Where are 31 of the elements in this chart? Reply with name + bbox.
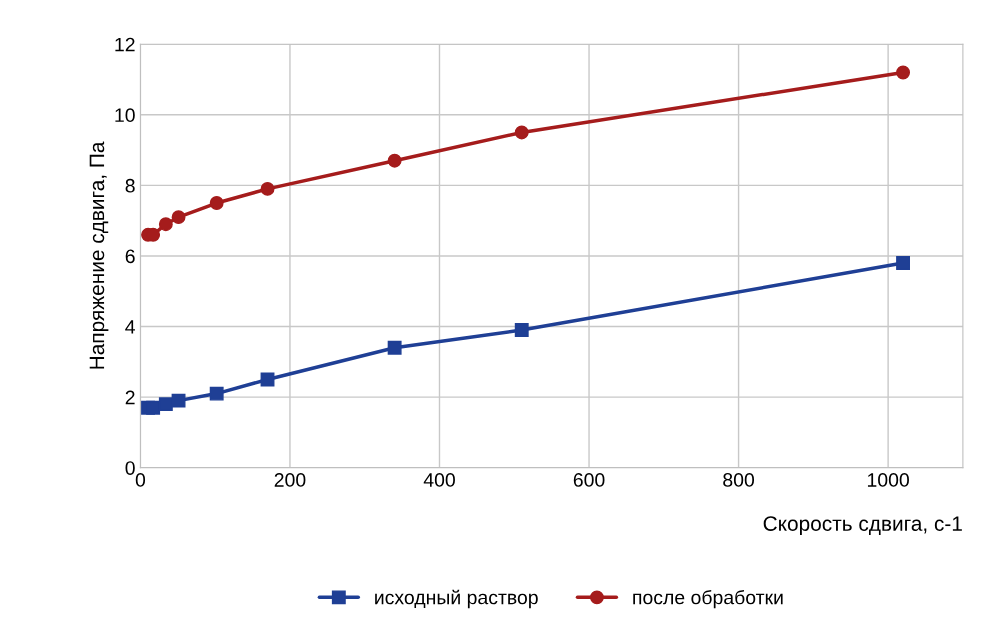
point <box>387 340 402 355</box>
point <box>209 196 224 210</box>
x-axis-title: Скорость сдвига, с-1 <box>763 516 962 536</box>
y-tick-label: 12 <box>115 37 135 52</box>
point <box>387 153 402 168</box>
legend-label: после обработки <box>633 589 783 609</box>
y-axis-title: Напряжение сдвига, Па <box>89 141 109 369</box>
y-tick-label: 10 <box>115 108 135 123</box>
point <box>171 210 186 225</box>
point <box>896 65 911 80</box>
y-tick-label: 6 <box>125 249 135 264</box>
y-tick-label: 2 <box>125 390 135 405</box>
point <box>896 256 911 270</box>
x-tick-label: 0 <box>135 473 146 487</box>
point <box>171 393 186 408</box>
x-tick-label: 400 <box>423 473 455 487</box>
point <box>514 323 529 338</box>
point <box>260 181 275 196</box>
point <box>146 400 161 415</box>
y-tick-label: 8 <box>125 178 135 193</box>
x-tick-label: 1000 <box>867 473 909 487</box>
point <box>514 125 529 140</box>
point <box>158 397 173 412</box>
y-tick-label: 4 <box>125 320 135 334</box>
point <box>158 217 173 232</box>
legend-label: исходный раствор <box>375 589 538 609</box>
point <box>209 386 224 401</box>
x-tick-label: 200 <box>274 473 306 487</box>
x-tick-label: 800 <box>723 473 755 487</box>
y-tick-label: 0 <box>125 461 135 475</box>
x-tick-label: 600 <box>573 473 605 487</box>
